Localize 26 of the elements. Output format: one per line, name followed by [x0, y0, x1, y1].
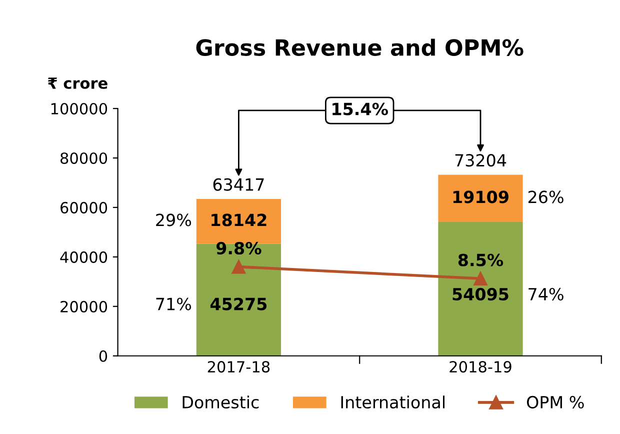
y-tick-label: 80000 [60, 152, 108, 164]
legend-label: OPM % [526, 396, 584, 409]
annotation: 71% [156, 298, 192, 310]
y-tick-label: 100000 [51, 102, 108, 115]
annotation: 74% [528, 288, 564, 300]
data-label: 19109 [453, 190, 508, 204]
y-tick-label: 0 [99, 350, 108, 362]
data-label: 54095 [452, 288, 508, 300]
total-label: 73204 [455, 154, 506, 167]
annotation: 29% [156, 214, 192, 226]
y-axis-title: ₹ crore [48, 78, 108, 89]
y-tick-label: 20000 [60, 300, 108, 312]
x-tick-label: 2018-19 [450, 361, 512, 373]
data-label: 8.5% [458, 254, 504, 266]
annotation: 15.4% [332, 102, 388, 116]
y-tick-label: 40000 [60, 251, 108, 263]
y-tick-label: 60000 [60, 202, 108, 214]
x-tick-label: 2017-18 [208, 361, 270, 373]
data-label: 45275 [210, 298, 267, 310]
data-label: 9.8% [216, 242, 262, 254]
total-label: 63417 [213, 178, 264, 191]
legend-label: International [341, 396, 444, 409]
annotation: 26% [528, 190, 564, 204]
data-label: 18142 [212, 214, 266, 226]
legend-label: Domestic [182, 396, 259, 409]
chart-title: Gross Revenue and OPM% [196, 38, 524, 56]
